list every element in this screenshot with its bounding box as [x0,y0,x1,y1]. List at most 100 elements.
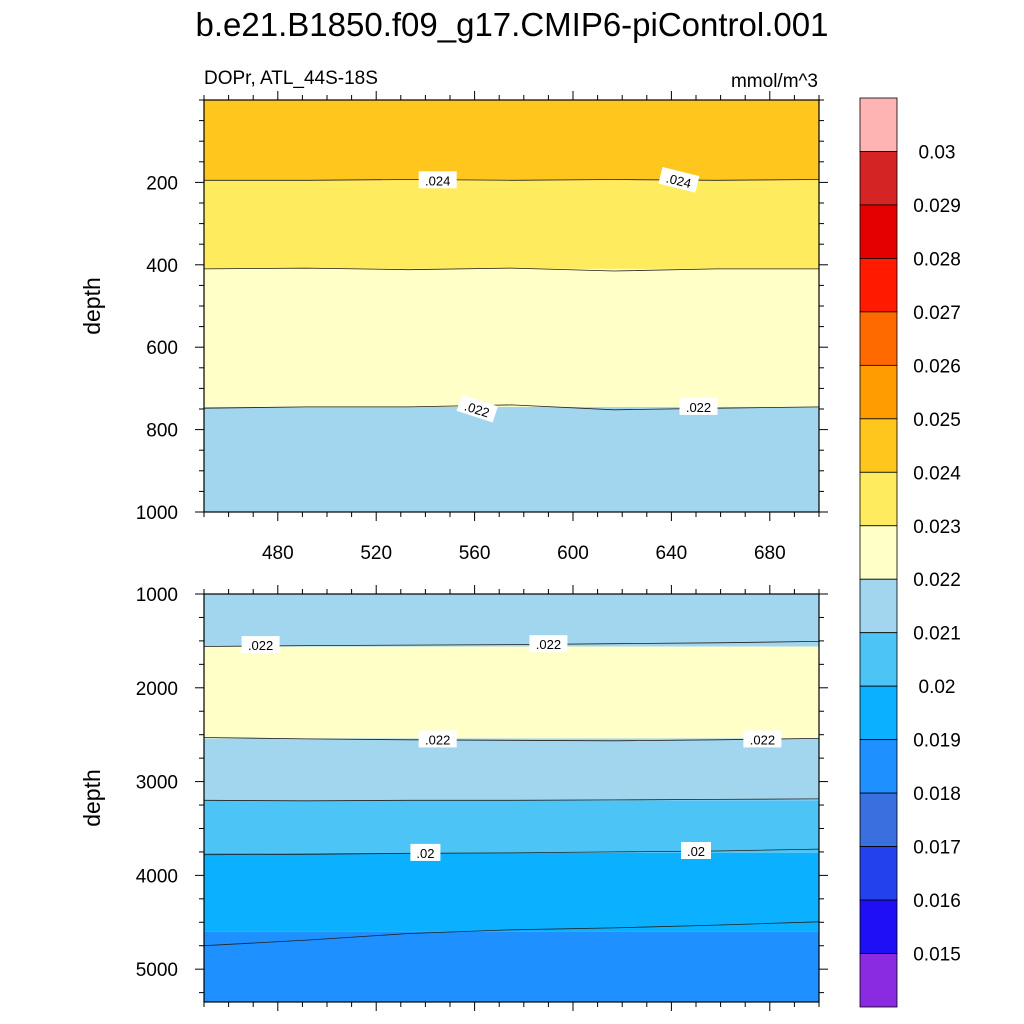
lower-panel: .022 .022 .022 .022 .02 .02 1000 2000 3000 4000 50… [79,585,828,1011]
upper-panel: .024 .024 .022 .022 480 520 560 600 640 680 200 400… [79,91,828,564]
contour-line-lower-4 [204,921,819,947]
contour-line-upper-0 [204,179,819,181]
colorbar-box-6 [859,418,898,473]
colorbar-box-12 [859,739,898,794]
colorbar-box-10 [859,632,898,687]
contour-label-text: .02 [687,844,705,859]
contour-line-lower-2 [204,798,819,802]
x-tick-label-upper-3: 600 [557,543,589,564]
colorbar-box-5 [859,364,898,420]
y-tick-label-lower-0: 1000 [136,585,178,606]
contour-label-upper-3: .022 [679,397,718,415]
contour-label-text: .022 [425,732,450,747]
colorbar: 0.03 0.029 0.028 0.027 0.026 0.025 0.024 0.023 0… [859,97,961,1008]
contour-label-bg [529,635,568,653]
chart-subtitle-left: DOPr, ATL_44S-18S [204,68,378,89]
contour-line-lower-1 [204,737,819,742]
contour-label-upper-2: .022 [456,394,498,423]
fill-band-upper-3 [204,406,819,512]
contour-label-bg [418,730,457,748]
contour-label-lower-1: .022 [529,635,568,653]
contour-label-bg [681,842,711,859]
contour-label-upper-1: .024 [658,166,700,193]
contour-label-lower-2: .022 [418,730,457,748]
colorbar-label-12: 0.018 [913,784,961,805]
x-tick-label-upper-2: 560 [459,543,491,564]
contour-label-bg [241,636,280,654]
colorbar-label-4: 0.026 [913,356,961,377]
contour-label-bg [743,730,782,748]
colorbar-box-8 [859,525,898,580]
y-tick-label-upper-2: 600 [146,338,178,359]
fill-band-lower-1 [204,646,819,739]
colorbar-box-16 [859,953,898,1008]
contour-line-lower-3 [204,848,819,856]
contour-label-bg [456,394,498,423]
colorbar-label-7: 0.023 [913,517,961,538]
contour-label-bg [410,843,441,861]
contour-label-lower-3: .022 [743,730,782,748]
colorbar-label-15: 0.015 [913,945,961,966]
fill-band-upper-1 [204,180,819,269]
contour-label-bg [679,397,718,415]
fill-band-lower-3 [204,800,819,853]
contour-label-text: .022 [686,400,711,415]
colorbar-label-0: 0.03 [919,142,956,163]
plot-frame-lower [203,593,820,1003]
contour-label-text: .02 [416,846,434,861]
colorbar-box-11 [859,685,898,741]
chart-subtitle-right: mmol/m^3 [731,71,818,92]
colorbar-label-2: 0.028 [913,249,961,270]
colorbar-label-13: 0.017 [913,838,961,859]
y-tick-label-lower-3: 4000 [136,866,178,887]
contour-label-text: .022 [463,398,492,420]
colorbar-box-7 [859,471,898,527]
contour-label-lower-0: .022 [241,636,280,654]
colorbar-box-13 [859,792,898,847]
colorbar-box-2 [859,204,898,259]
x-tick-label-upper-5: 680 [754,543,786,564]
contour-label-text: .024 [425,173,450,188]
colorbar-label-8: 0.022 [913,570,961,591]
fill-band-upper-0 [204,100,819,181]
colorbar-box-1 [859,151,898,206]
plot-area-upper [204,100,819,512]
colorbar-box-3 [859,258,898,313]
y-tick-label-lower-1: 2000 [136,679,178,700]
colorbar-box-0 [859,97,898,152]
fill-band-lower-4 [204,852,819,932]
y-tick-label-lower-4: 5000 [136,960,178,981]
colorbar-box-4 [859,311,898,366]
colorbar-label-10: 0.02 [919,677,956,698]
colorbar-label-1: 0.029 [913,196,961,217]
contour-label-text: .022 [536,637,561,652]
chart-title: b.e21.B1850.f09_g17.CMIP6-piControl.001 [196,6,829,43]
colorbar-label-5: 0.025 [913,410,961,431]
colorbar-label-14: 0.016 [913,891,961,912]
contour-label-text: .022 [750,732,775,747]
colorbar-box-14 [859,846,898,901]
y-tick-label-lower-2: 3000 [136,773,178,794]
y-tick-label-upper-1: 400 [146,256,178,277]
fill-band-lower-5 [204,931,819,1002]
colorbar-label-6: 0.024 [913,463,961,484]
contour-label-lower-5: .02 [681,842,711,859]
y-tick-label-upper-4: 1000 [136,503,178,524]
plot-area-lower [204,594,819,1002]
colorbar-label-11: 0.019 [913,731,961,752]
fill-band-lower-2 [204,738,819,801]
y-axis-title-lower: depth [79,769,105,827]
colorbar-box-15 [859,899,898,954]
fill-band-lower-0 [204,594,819,647]
contour-label-text: .022 [248,638,273,653]
colorbar-box-9 [859,578,898,634]
contour-line-upper-1 [204,267,819,272]
x-tick-label-upper-4: 640 [656,543,688,564]
contour-label-bg [418,171,457,189]
contour-label-upper-0: .024 [418,171,457,189]
x-tick-label-upper-0: 480 [262,543,294,564]
colorbar-label-9: 0.021 [913,624,961,645]
y-tick-label-upper-0: 200 [146,173,178,194]
contour-label-bg [658,166,700,193]
